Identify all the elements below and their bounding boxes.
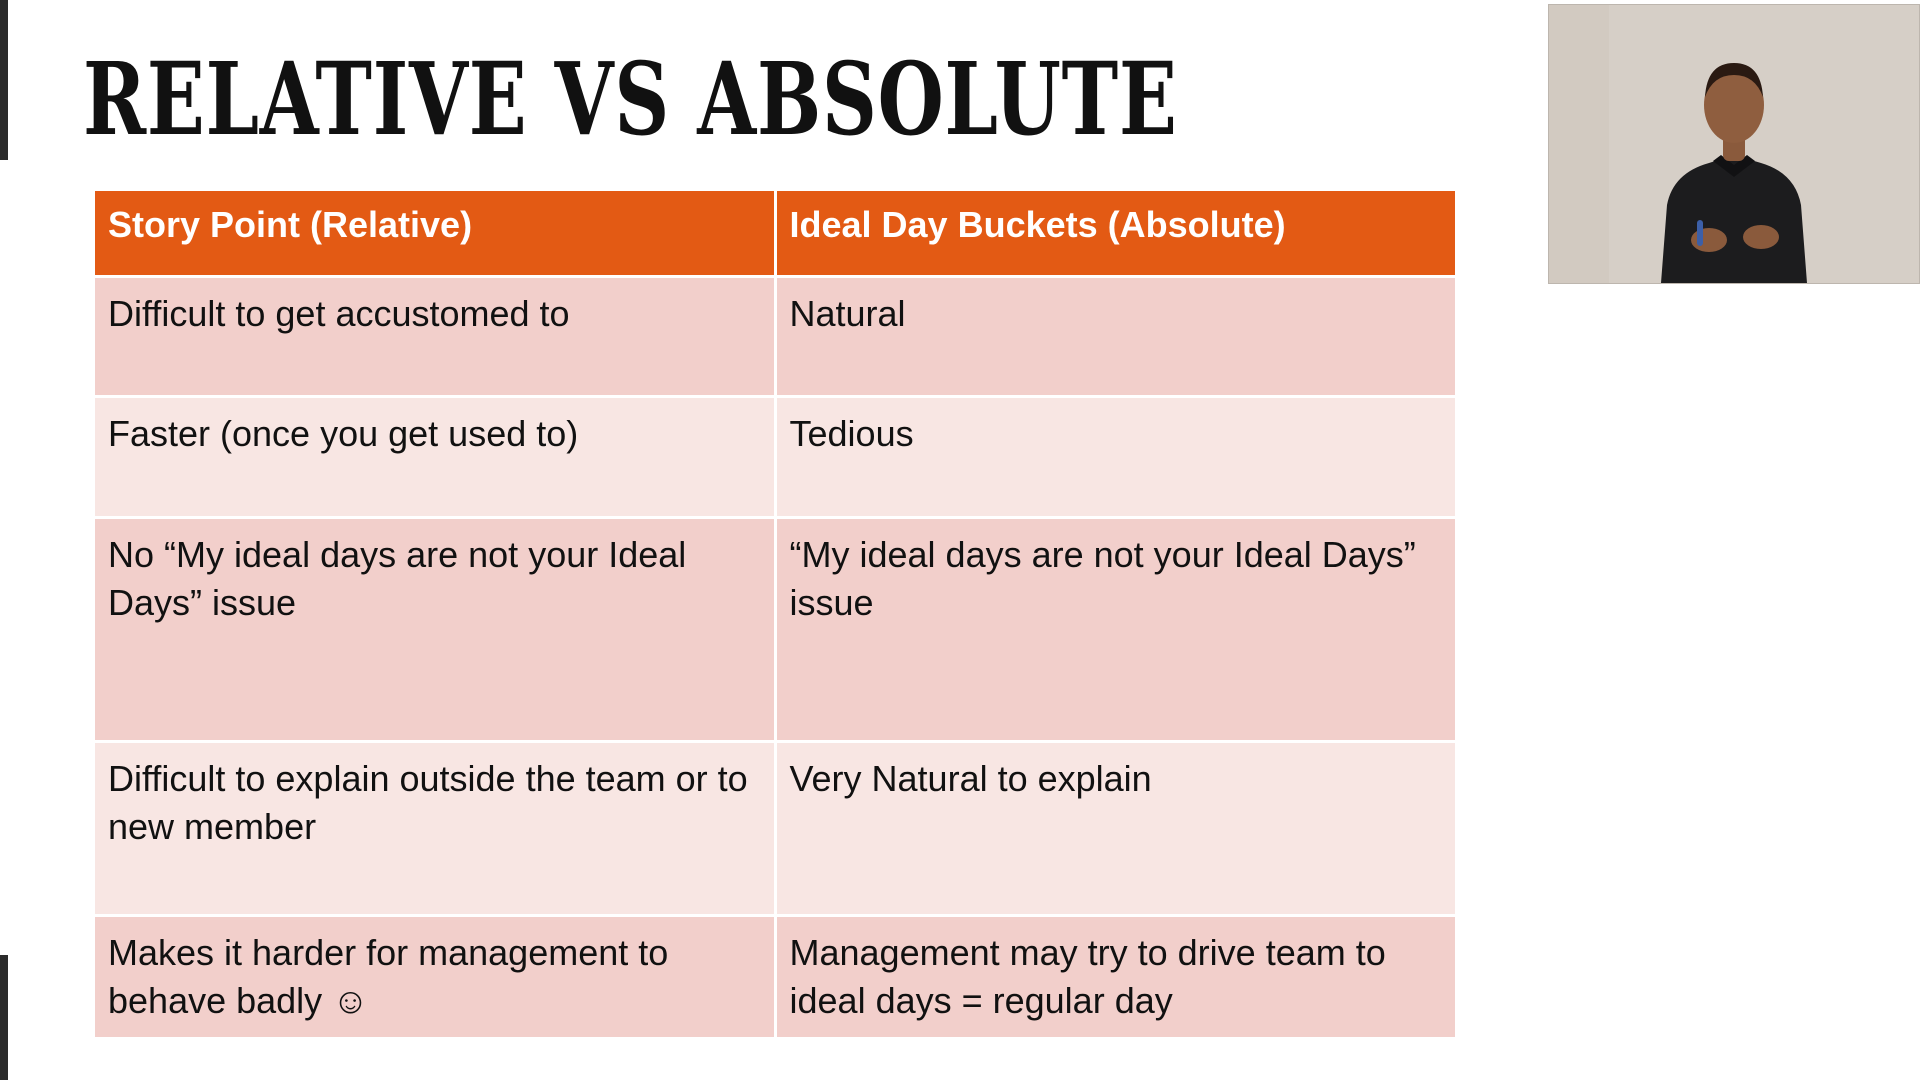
cell-relative: Difficult to get accustomed to [95,278,774,395]
cell-absolute: “My ideal days are not your Ideal Days” … [776,519,1455,740]
cell-relative: Faster (once you get used to) [95,398,774,516]
left-edge-bar-bottom [0,955,8,1080]
presenter-video-icon [1549,5,1919,283]
table-row: Faster (once you get used to) Tedious [95,398,1455,516]
cell-relative: No “My ideal days are not your Ideal Day… [95,519,774,740]
left-edge-bar-top [0,0,8,160]
cell-relative: Difficult to explain outside the team or… [95,743,774,914]
table-row: Makes it harder for management to behave… [95,917,1455,1037]
cell-absolute: Natural [776,278,1455,395]
cell-relative: Makes it harder for management to behave… [95,917,774,1037]
cell-absolute: Management may try to drive team to idea… [776,917,1455,1037]
table-row: Difficult to get accustomed to Natural [95,278,1455,395]
table-row: No “My ideal days are not your Ideal Day… [95,519,1455,740]
header-ideal-day-buckets: Ideal Day Buckets (Absolute) [776,191,1455,275]
presenter-webcam [1548,4,1920,284]
header-story-point: Story Point (Relative) [95,191,774,275]
cell-absolute: Tedious [776,398,1455,516]
table-header-row: Story Point (Relative) Ideal Day Buckets… [95,191,1455,275]
comparison-table: Story Point (Relative) Ideal Day Buckets… [92,188,1458,1040]
cell-absolute: Very Natural to explain [776,743,1455,914]
table-row: Difficult to explain outside the team or… [95,743,1455,914]
slide-title: RELATIVE VS ABSOLUTE [83,40,1178,158]
